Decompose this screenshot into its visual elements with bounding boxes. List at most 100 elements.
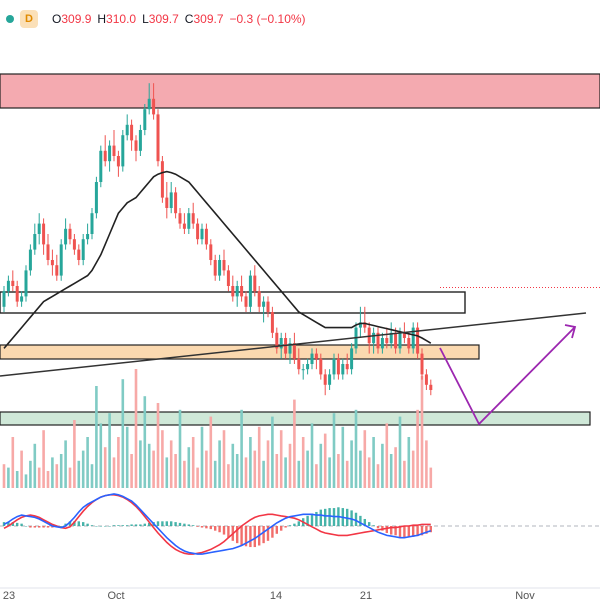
volume-bar bbox=[15, 471, 19, 488]
volume-bar bbox=[178, 409, 182, 488]
macd-histogram-bar bbox=[42, 526, 45, 528]
volume-bar bbox=[367, 457, 371, 488]
macd-histogram-bar bbox=[218, 526, 221, 533]
volume-bar bbox=[262, 460, 265, 488]
macd-histogram-bar bbox=[130, 524, 133, 526]
interval-badge[interactable]: D bbox=[20, 10, 38, 28]
macd-histogram-bar bbox=[104, 526, 107, 527]
macd-histogram-bar bbox=[390, 526, 393, 535]
candle-body bbox=[336, 358, 340, 375]
macd-histogram-bar bbox=[359, 515, 362, 526]
volume-bar bbox=[174, 454, 177, 488]
candle-body bbox=[394, 332, 398, 349]
macd-histogram-bar bbox=[407, 526, 410, 537]
macd-histogram-bar bbox=[38, 526, 41, 528]
candle-body bbox=[266, 301, 270, 312]
macd-histogram-bar bbox=[200, 526, 204, 528]
zones-layer bbox=[0, 73, 600, 426]
candle-body bbox=[358, 322, 362, 328]
macd-histogram-bar bbox=[429, 526, 432, 533]
volume-bar bbox=[293, 399, 296, 488]
volume-bar bbox=[55, 464, 59, 488]
volume-bar bbox=[403, 460, 406, 488]
volume-bar bbox=[425, 440, 428, 488]
candle-body bbox=[130, 124, 134, 141]
projection-arrowhead bbox=[564, 324, 577, 339]
candle-body bbox=[270, 312, 274, 333]
volume-bar bbox=[332, 413, 336, 488]
macd-histogram-bar bbox=[82, 522, 85, 526]
open-value: O309.9 bbox=[52, 12, 92, 26]
ohlc-legend: D O309.9 H310.0 L309.7 C309.7 −0.3 (−0.1… bbox=[4, 8, 306, 30]
candle-body bbox=[50, 260, 54, 266]
volume-bar bbox=[200, 426, 204, 488]
candle-body bbox=[86, 234, 90, 240]
macd-histogram-bar bbox=[306, 515, 309, 526]
moving-average-line bbox=[3, 170, 432, 349]
volume-bar bbox=[108, 413, 111, 488]
candle-body bbox=[248, 275, 252, 307]
volume-bar bbox=[46, 471, 50, 488]
macd-histogram-bar bbox=[262, 526, 265, 544]
volume-bar bbox=[90, 464, 94, 488]
macd-signal-line bbox=[3, 493, 431, 555]
macd-histogram-bar bbox=[394, 526, 397, 536]
macd-histogram-bar bbox=[315, 511, 318, 526]
candle-body bbox=[143, 109, 147, 130]
volume-bar bbox=[86, 437, 89, 488]
candle-body bbox=[376, 332, 380, 349]
volume-bar bbox=[389, 454, 393, 488]
drawings-layer bbox=[0, 287, 600, 426]
macd-histogram-bar bbox=[222, 526, 226, 535]
candle-body bbox=[306, 364, 310, 370]
macd-histogram-bar bbox=[90, 525, 94, 526]
volume-bar bbox=[64, 440, 67, 488]
candle-body bbox=[174, 192, 178, 214]
candle-body bbox=[213, 260, 217, 276]
volume-bar bbox=[227, 464, 230, 488]
volume-bar bbox=[416, 409, 419, 488]
volume-bar bbox=[363, 430, 367, 488]
macd-histogram-bar bbox=[95, 526, 98, 527]
projection-path bbox=[439, 326, 576, 426]
volume-bar bbox=[152, 450, 155, 488]
macd-histogram-bar bbox=[209, 526, 212, 530]
volume-bar bbox=[337, 454, 340, 488]
macd-histogram-bar bbox=[121, 525, 124, 526]
volume-bar bbox=[103, 447, 107, 488]
volume-bar bbox=[143, 396, 147, 488]
candle-body bbox=[187, 213, 191, 229]
macd-histogram-bar bbox=[266, 526, 270, 541]
candle-body bbox=[24, 270, 28, 297]
candle-body bbox=[125, 124, 129, 136]
candle-body bbox=[42, 223, 46, 245]
macd-histogram-bar bbox=[178, 522, 182, 526]
macd-histogram-bar bbox=[108, 526, 111, 527]
candle-body bbox=[345, 364, 349, 370]
support-zone bbox=[0, 344, 480, 360]
candle-body bbox=[314, 353, 318, 359]
candle-body bbox=[424, 374, 428, 385]
macd-histogram-bar bbox=[240, 526, 243, 546]
volume-bar bbox=[271, 416, 274, 488]
candle-body bbox=[235, 286, 239, 297]
volume-bar bbox=[253, 450, 257, 488]
volume-bar bbox=[42, 430, 45, 488]
volume-bar bbox=[81, 450, 85, 488]
macd-histogram-bar bbox=[33, 526, 36, 528]
volume-bar bbox=[381, 443, 384, 488]
volume-bar bbox=[354, 409, 358, 488]
macd-histogram-bar bbox=[368, 522, 371, 526]
candle-body bbox=[6, 280, 10, 292]
volume-bar bbox=[24, 474, 28, 488]
candle-body bbox=[116, 156, 120, 167]
volume-bar bbox=[20, 450, 23, 488]
volume-bar bbox=[306, 450, 309, 488]
candle-body bbox=[240, 286, 244, 297]
macd-histogram-bar bbox=[192, 525, 195, 526]
macd-histogram-bar bbox=[297, 521, 300, 526]
candle-body bbox=[55, 265, 59, 276]
macd-histogram-bar bbox=[68, 521, 72, 526]
macd-histogram-bar bbox=[73, 521, 76, 526]
